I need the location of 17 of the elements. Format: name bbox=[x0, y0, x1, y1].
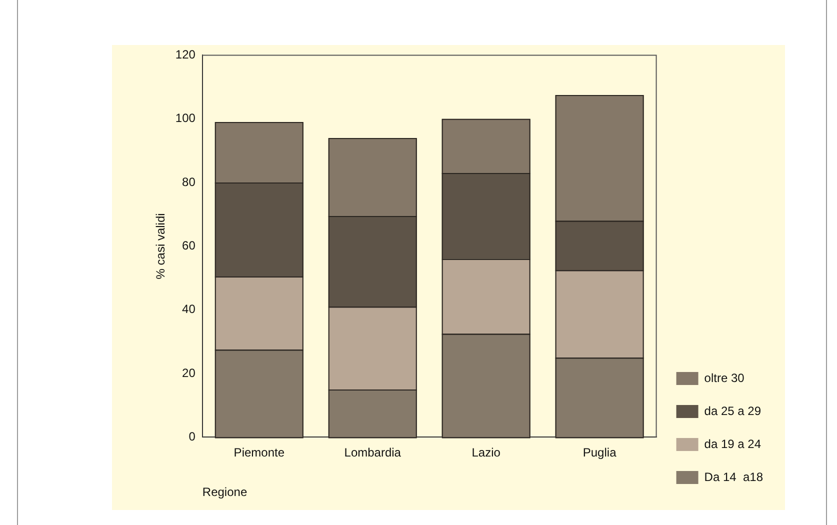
y-tick-label: 20 bbox=[182, 366, 196, 380]
y-tick-label: 120 bbox=[175, 48, 196, 62]
y-tick-label: 60 bbox=[182, 238, 196, 253]
x-tick-label: Piemonte bbox=[234, 446, 285, 460]
x-axis-title: Regione bbox=[202, 485, 248, 500]
legend-label: da 19 a 24 bbox=[704, 436, 762, 451]
legend-label: da 25 a 29 bbox=[704, 404, 762, 418]
x-tick-label: Lazio bbox=[472, 446, 501, 460]
y-tick-label: 0 bbox=[188, 430, 196, 444]
y-tick-label: 40 bbox=[182, 302, 196, 316]
legend-label: oltre 30 bbox=[704, 370, 745, 385]
legend-label: Da 14 a18 bbox=[704, 470, 764, 484]
x-tick-label: Lombardia bbox=[344, 446, 402, 460]
y-tick-label: 100 bbox=[175, 111, 196, 126]
y-axis-title: % casi validi bbox=[154, 213, 168, 280]
x-tick-label: Puglia bbox=[582, 446, 617, 460]
y-tick-label: 80 bbox=[182, 174, 196, 189]
